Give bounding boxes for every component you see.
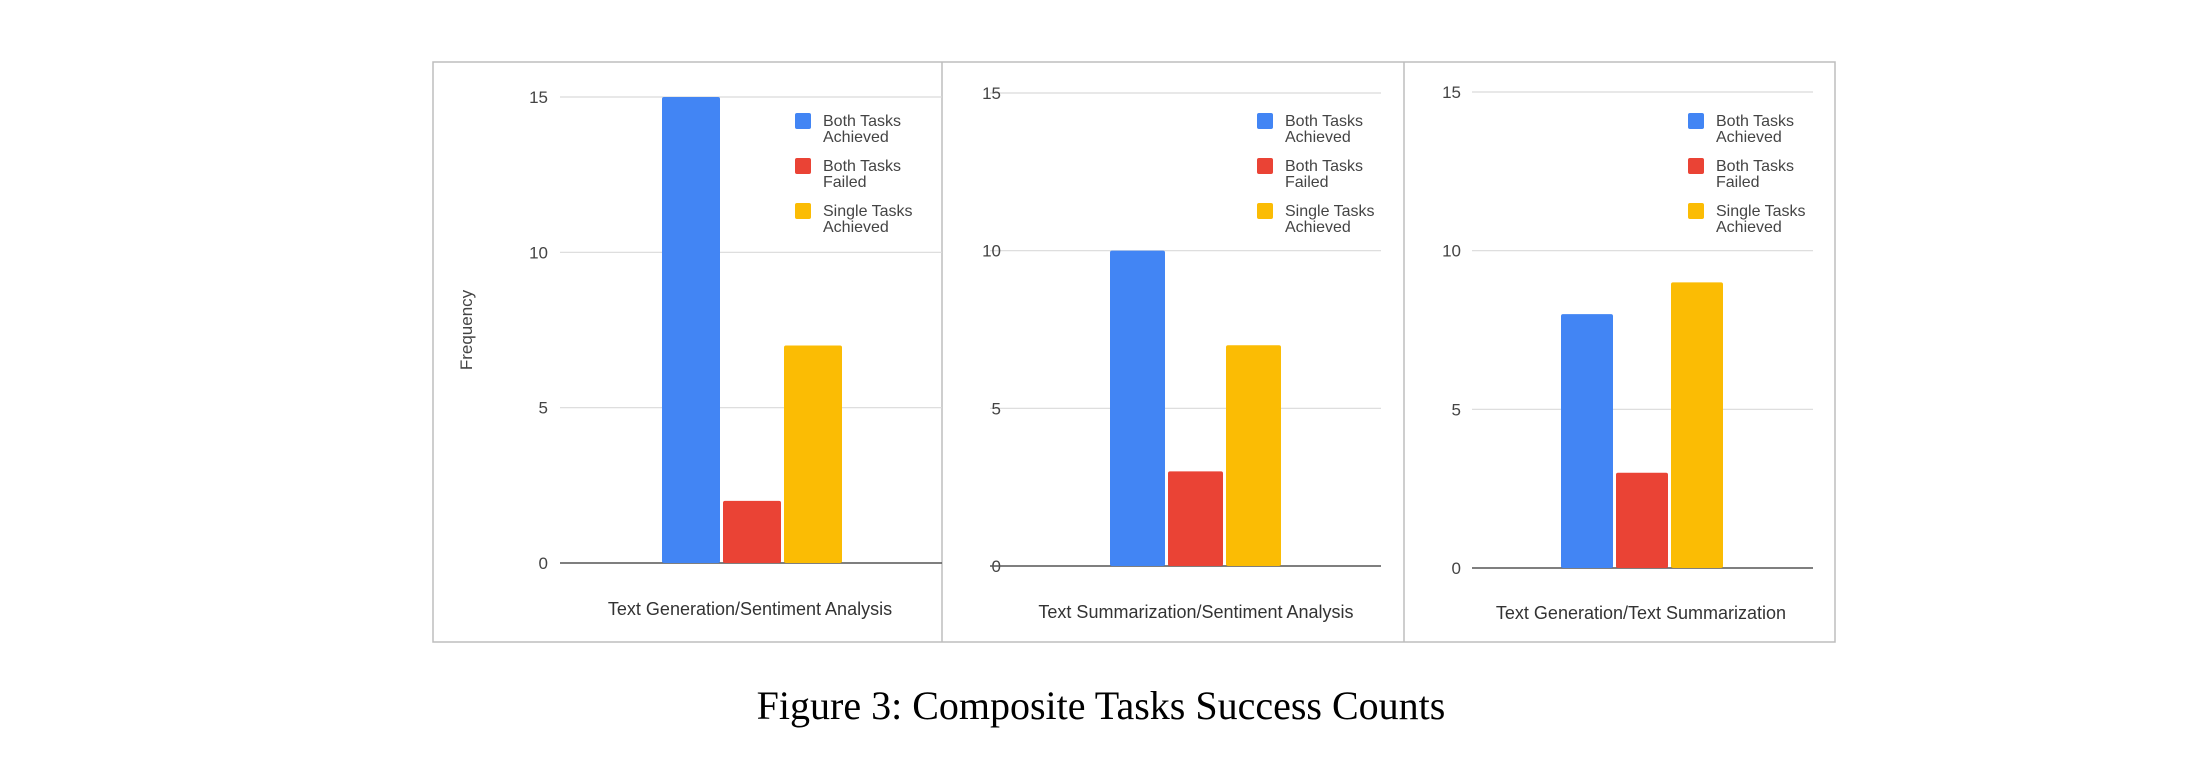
bar-both-achieved <box>1110 250 1165 566</box>
y-tick-label: 5 <box>992 399 1001 418</box>
bar-single-achieved <box>1671 282 1723 568</box>
legend-swatch-both-achieved <box>1257 113 1273 129</box>
x-axis-label: Text Summarization/Sentiment Analysis <box>1038 602 1353 622</box>
bar-both-failed <box>723 500 781 563</box>
legend-label-both-failed: Both Tasks Failed <box>1716 158 1794 191</box>
chart-panel-3: 0 5 10 15 Both Tasks Achieved Both Tasks Failed… <box>1442 83 1813 623</box>
legend-label-single-achieved: Single Tasks Achieved <box>1716 203 1806 236</box>
legend-swatch-both-failed <box>1688 158 1704 174</box>
legend-swatch-both-achieved <box>1688 113 1704 129</box>
y-tick-label: 10 <box>1442 242 1461 261</box>
chart-panel-1: 0 5 10 15 Both Tasks Achieved Both Tasks Failed… <box>457 88 942 619</box>
y-axis-label: Frequency <box>457 289 476 370</box>
legend-swatch-both-failed <box>795 158 811 174</box>
bar-single-achieved <box>1226 345 1281 566</box>
bar-both-failed <box>1616 472 1668 568</box>
bar-single-achieved <box>784 345 842 563</box>
y-tick-label: 15 <box>529 88 548 107</box>
bar-both-achieved <box>1561 314 1613 568</box>
y-tick-label: 15 <box>982 84 1001 103</box>
figure-caption: Figure 3: Composite Tasks Success Counts <box>756 683 1446 728</box>
legend-swatch-single-achieved <box>1688 203 1704 219</box>
y-tick-label: 5 <box>1452 400 1461 419</box>
legend-label-both-achieved: Both Tasks Achieved <box>823 113 901 146</box>
legend-label-both-failed: Both Tasks Failed <box>823 158 901 191</box>
y-tick-label: 15 <box>1442 83 1461 102</box>
y-tick-label: 10 <box>982 242 1001 261</box>
legend-swatch-both-failed <box>1257 158 1273 174</box>
legend-label-both-achieved: Both Tasks Achieved <box>1716 113 1794 146</box>
bar-both-failed <box>1168 471 1223 566</box>
y-tick-label: 10 <box>529 243 548 262</box>
y-tick-label: 0 <box>1452 559 1461 578</box>
legend-label-single-achieved: Single Tasks Achieved <box>1285 203 1375 236</box>
x-axis-label: Text Generation/Sentiment Analysis <box>608 599 892 619</box>
bar-both-achieved <box>662 97 720 563</box>
figure-frame <box>432 61 1836 643</box>
legend-swatch-single-achieved <box>795 203 811 219</box>
x-axis-label: Text Generation/Text Summarization <box>1496 603 1786 623</box>
legend-swatch-both-achieved <box>795 113 811 129</box>
legend-label-single-achieved: Single Tasks Achieved <box>823 203 913 236</box>
y-tick-label: 0 <box>539 554 548 573</box>
legend-swatch-single-achieved <box>1257 203 1273 219</box>
legend-label-both-failed: Both Tasks Failed <box>1285 158 1363 191</box>
y-tick-label: 5 <box>539 399 548 418</box>
legend-label-both-achieved: Both Tasks Achieved <box>1285 113 1363 146</box>
